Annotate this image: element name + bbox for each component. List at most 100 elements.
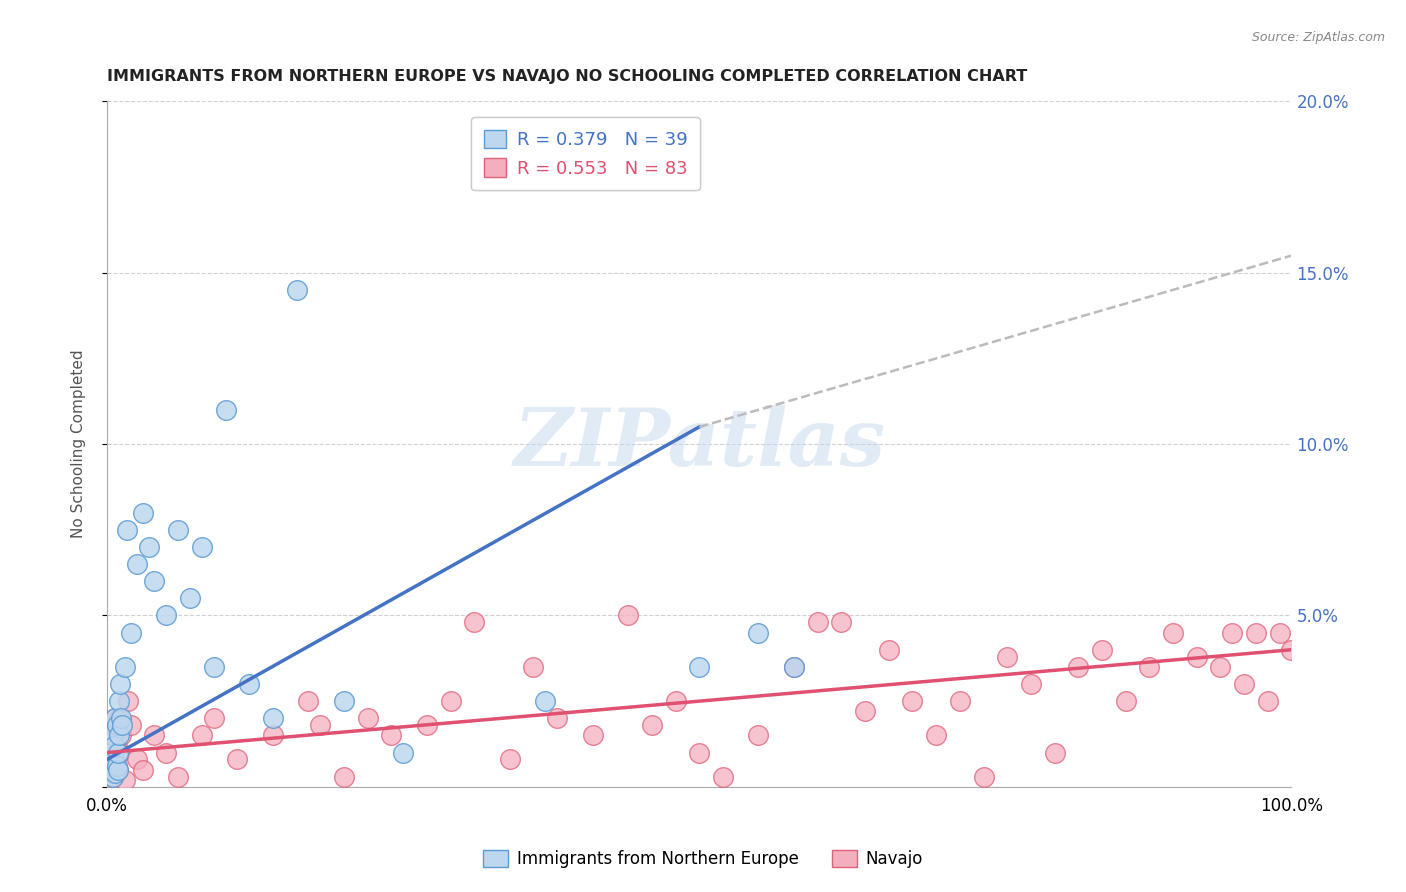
Point [125, 557, 148, 571]
Point [202, 660, 225, 674]
Point [104, 711, 127, 725]
Point [1292, 506, 1315, 520]
Point [117, 694, 139, 708]
Point [1316, 642, 1339, 657]
Point [108, 728, 131, 742]
Point [333, 694, 356, 708]
Point [807, 615, 830, 630]
Point [110, 728, 132, 742]
Point [582, 728, 605, 742]
Point [262, 711, 284, 725]
Point [1340, 625, 1362, 640]
Point [107, 763, 129, 777]
Point [105, 759, 128, 773]
Point [120, 718, 142, 732]
Point [534, 694, 557, 708]
Point [1351, 625, 1374, 640]
Point [1268, 625, 1291, 640]
Point [262, 728, 284, 742]
Point [1115, 694, 1137, 708]
Point [167, 770, 190, 784]
Point [1375, 625, 1398, 640]
Y-axis label: No Schooling Completed: No Schooling Completed [72, 350, 86, 539]
Point [1043, 746, 1066, 760]
Point [499, 752, 522, 766]
Point [167, 523, 190, 537]
Point [1257, 694, 1279, 708]
Point [285, 283, 308, 297]
Point [108, 694, 131, 708]
Point [664, 694, 686, 708]
Text: Source: ZipAtlas.com: Source: ZipAtlas.com [1251, 31, 1385, 45]
Point [380, 728, 402, 742]
Point [747, 625, 769, 640]
Point [830, 615, 852, 630]
Point [333, 770, 356, 784]
Point [925, 728, 948, 742]
Point [439, 694, 461, 708]
Point [1303, 625, 1326, 640]
Point [1067, 660, 1090, 674]
Point [179, 591, 201, 606]
Point [309, 718, 332, 732]
Point [143, 728, 166, 742]
Point [107, 746, 129, 760]
Point [104, 711, 127, 725]
Point [101, 746, 124, 760]
Point [111, 718, 134, 732]
Point [1209, 660, 1232, 674]
Point [101, 770, 124, 784]
Point [101, 718, 124, 732]
Point [110, 711, 132, 725]
Point [131, 763, 153, 777]
Point [100, 763, 122, 777]
Point [155, 608, 177, 623]
Point [108, 677, 131, 691]
Point [1185, 649, 1208, 664]
Point [688, 746, 710, 760]
Point [191, 540, 214, 554]
Point [853, 705, 876, 719]
Point [107, 763, 129, 777]
Point [617, 608, 640, 623]
Point [100, 763, 122, 777]
Point [1399, 625, 1406, 640]
Point [1364, 625, 1386, 640]
Point [101, 746, 124, 760]
Point [114, 772, 136, 787]
Point [463, 615, 485, 630]
Point [747, 728, 769, 742]
Point [125, 752, 148, 766]
Point [392, 746, 415, 760]
Point [191, 728, 214, 742]
Point [949, 694, 972, 708]
Point [1327, 625, 1350, 640]
Point [1019, 677, 1042, 691]
Point [546, 711, 568, 725]
Point [1244, 625, 1267, 640]
Point [877, 642, 900, 657]
Point [108, 746, 131, 760]
Point [108, 711, 131, 725]
Point [138, 540, 160, 554]
Point [995, 649, 1018, 664]
Point [104, 766, 127, 780]
Point [97, 752, 120, 766]
Point [105, 718, 128, 732]
Text: ZIPatlas: ZIPatlas [513, 405, 886, 483]
Point [101, 770, 124, 784]
Point [641, 718, 664, 732]
Point [131, 506, 153, 520]
Point [522, 660, 544, 674]
Point [416, 718, 439, 732]
Point [238, 677, 260, 691]
Point [101, 728, 124, 742]
Point [1220, 625, 1243, 640]
Point [143, 574, 166, 589]
Point [783, 660, 806, 674]
Point [356, 711, 378, 725]
Point [1161, 625, 1184, 640]
Point [1091, 642, 1114, 657]
Text: IMMIGRANTS FROM NORTHERN EUROPE VS NAVAJO NO SCHOOLING COMPLETED CORRELATION CHA: IMMIGRANTS FROM NORTHERN EUROPE VS NAVAJ… [107, 69, 1028, 84]
Point [1137, 660, 1160, 674]
